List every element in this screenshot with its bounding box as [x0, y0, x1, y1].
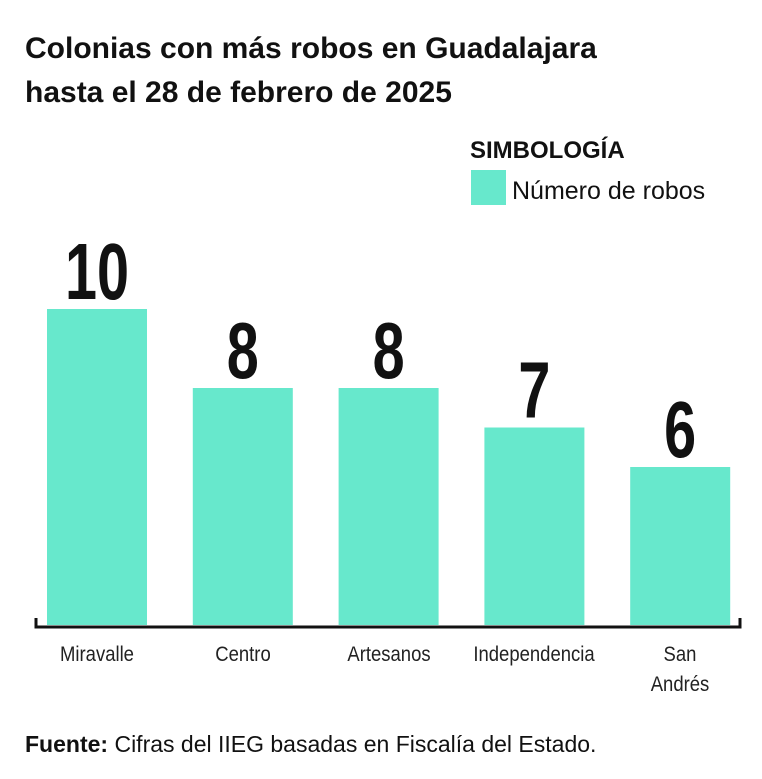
- value-label: 7: [518, 345, 550, 435]
- bar: [192, 388, 293, 625]
- source: Fuente: Cifras del IIEG basadas en Fisca…: [25, 731, 596, 757]
- bar: [338, 388, 439, 625]
- bar: [630, 467, 731, 625]
- source-text: Cifras del IIEG basadas en Fiscalía del …: [114, 731, 596, 757]
- x-tick-label: Miravalle: [60, 643, 134, 666]
- x-tick-label: Artesanos: [346, 643, 431, 666]
- x-tick-label: Centro: [215, 643, 271, 666]
- legend-label: Número de robos: [512, 177, 705, 205]
- x-tick-label: Independencia: [473, 643, 596, 666]
- x-tick-label: San Andrés: [650, 643, 710, 696]
- value-label: 8: [227, 306, 259, 396]
- chart-title: Colonias con más robos en Guadalajara: [25, 32, 597, 65]
- chart-title: hasta el 28 de febrero de 2025: [25, 76, 452, 109]
- legend-swatch: [471, 170, 506, 205]
- value-label: 8: [373, 306, 405, 396]
- bar: [484, 427, 585, 625]
- value-label: 10: [65, 227, 129, 317]
- axis-line: [34, 618, 742, 629]
- legend-title: SIMBOLOGÍA: [470, 136, 625, 164]
- value-label: 6: [664, 385, 696, 475]
- source-label: Fuente:: [25, 731, 108, 757]
- bar: [47, 309, 147, 625]
